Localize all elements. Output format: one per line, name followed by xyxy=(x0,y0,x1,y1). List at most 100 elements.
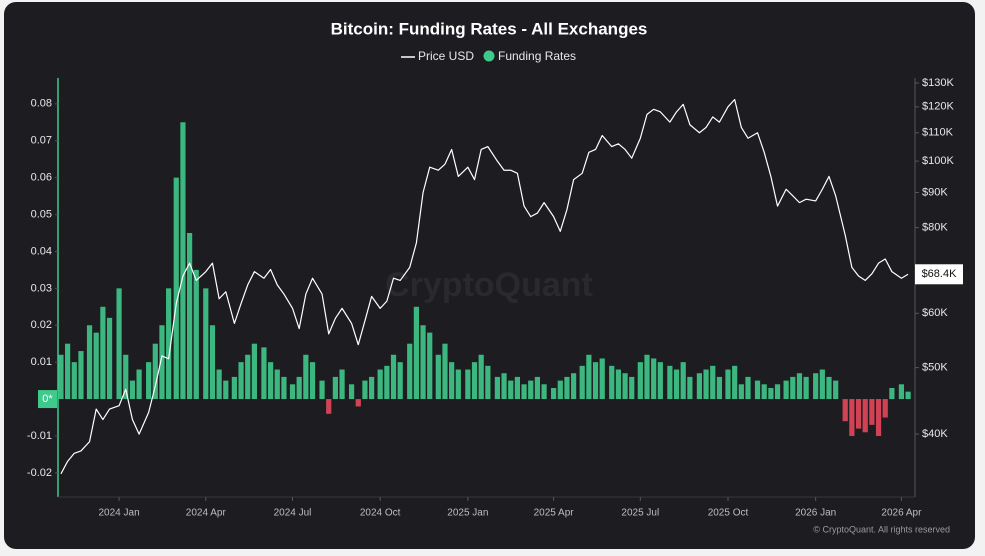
zero-label-box xyxy=(38,390,57,409)
funding-bar xyxy=(332,376,338,400)
y-tick-label: 0.06 xyxy=(31,172,52,184)
funding-bar xyxy=(93,332,99,400)
funding-bar xyxy=(521,384,527,400)
funding-bar xyxy=(637,362,643,400)
funding-bar xyxy=(716,376,723,400)
funding-bar xyxy=(833,380,839,400)
y2-tick-label: $40K xyxy=(922,428,948,440)
funding-bar xyxy=(407,343,413,400)
funding-bar xyxy=(78,351,84,400)
funding-bar xyxy=(680,362,686,400)
funding-bar xyxy=(369,376,375,400)
funding-bar xyxy=(413,306,419,400)
funding-bar xyxy=(557,380,563,400)
funding-bar xyxy=(813,373,819,400)
x-tick-label: 2025 Jul xyxy=(621,508,659,519)
funding-bar xyxy=(696,373,703,400)
funding-bar xyxy=(390,354,397,400)
funding-bar xyxy=(420,325,426,400)
funding-bar xyxy=(238,362,244,400)
funding-bar xyxy=(159,325,165,400)
funding-bar xyxy=(622,373,628,400)
y-tick-label: -0.02 xyxy=(27,467,52,479)
x-tick-label: 2024 Oct xyxy=(360,508,401,519)
funding-bar xyxy=(732,365,738,400)
funding-bar xyxy=(869,399,875,425)
funding-bar xyxy=(384,365,390,400)
funding-bar xyxy=(673,369,680,400)
funding-bar xyxy=(465,369,471,400)
funding-bar xyxy=(774,384,781,400)
funding-bar xyxy=(339,369,345,400)
funding-bar xyxy=(586,354,592,400)
funding-bar xyxy=(571,373,577,400)
funding-bar xyxy=(592,362,599,400)
funding-bar xyxy=(534,376,541,400)
funding-bar xyxy=(397,362,403,400)
funding-bar xyxy=(651,358,657,400)
funding-bar xyxy=(703,369,709,400)
funding-bar xyxy=(609,365,615,400)
funding-bar xyxy=(599,358,605,400)
y2-tick-label: $90K xyxy=(922,186,948,198)
funding-bar xyxy=(146,362,152,400)
x-tick-label: 2024 Jul xyxy=(274,508,312,519)
funding-bar xyxy=(289,384,296,400)
y2-tick-label: $60K xyxy=(922,307,948,319)
funding-bar xyxy=(129,380,136,400)
funding-bar xyxy=(803,376,809,400)
funding-bar xyxy=(203,288,209,400)
funding-bar xyxy=(882,399,888,418)
funding-bar xyxy=(644,354,650,400)
funding-bar xyxy=(348,384,355,400)
x-tick-label: 2025 Oct xyxy=(708,508,749,519)
funding-bar xyxy=(442,343,448,400)
funding-bar xyxy=(629,376,635,400)
price-marker-label: $68.4K xyxy=(922,268,958,280)
funding-bar xyxy=(281,376,287,400)
legend-label[interactable]: Price USD xyxy=(418,49,474,63)
y2-tick-label: $80K xyxy=(922,222,948,234)
funding-bar xyxy=(508,380,514,400)
funding-bar xyxy=(579,365,585,400)
funding-bar xyxy=(710,365,716,400)
y-tick-label: 0.01 xyxy=(31,356,52,368)
funding-bar xyxy=(905,391,911,400)
funding-bar xyxy=(71,362,77,400)
y-tick-label: 0.07 xyxy=(31,135,52,147)
funding-bar xyxy=(485,365,491,400)
funding-bar xyxy=(790,376,796,400)
funding-bar xyxy=(725,369,731,400)
funding-bar xyxy=(123,354,129,400)
funding-bar xyxy=(267,362,274,400)
funding-bar xyxy=(855,399,862,429)
legend-dot-swatch xyxy=(483,50,495,62)
funding-bar xyxy=(303,354,309,400)
funding-bar xyxy=(501,373,507,400)
funding-bar xyxy=(783,380,789,400)
funding-bar xyxy=(615,369,622,400)
funding-bar xyxy=(528,380,534,400)
funding-bar xyxy=(116,288,122,400)
funding-bar xyxy=(745,376,751,400)
funding-bar xyxy=(309,362,316,400)
funding-bar xyxy=(261,347,267,400)
x-tick-label: 2026 Jan xyxy=(795,508,836,519)
funding-bar xyxy=(687,376,693,400)
funding-bar xyxy=(245,354,251,400)
funding-bar xyxy=(842,399,848,422)
funding-bar xyxy=(826,376,832,400)
funding-bar xyxy=(667,365,673,400)
y2-tick-label: $120K xyxy=(922,101,954,113)
funding-bar xyxy=(209,325,216,400)
funding-bar xyxy=(296,376,302,400)
y-tick-label: 0.05 xyxy=(31,208,52,220)
y2-tick-label: $130K xyxy=(922,77,954,89)
funding-bar xyxy=(106,317,113,400)
funding-bar xyxy=(173,177,179,400)
funding-bar xyxy=(754,380,761,400)
chart-title: Bitcoin: Funding Rates - All Exchanges xyxy=(331,19,648,38)
funding-bar xyxy=(761,384,767,400)
funding-bar xyxy=(152,343,158,400)
legend-label[interactable]: Funding Rates xyxy=(498,49,576,63)
